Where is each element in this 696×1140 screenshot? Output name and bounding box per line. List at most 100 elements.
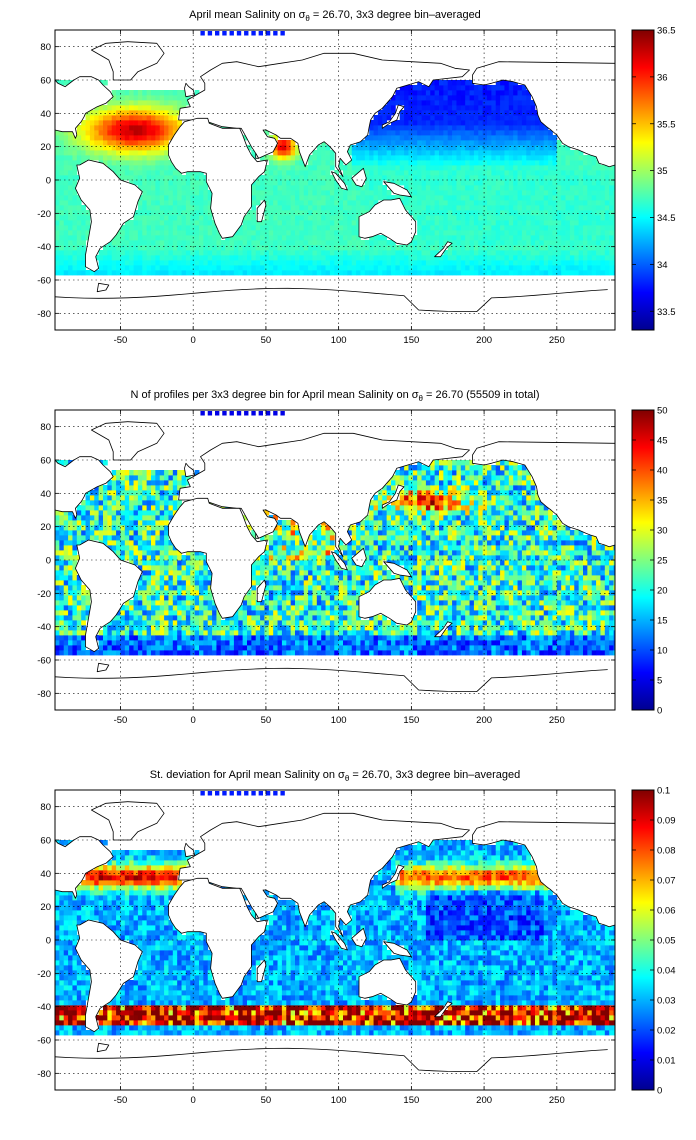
bin-cell (556, 200, 562, 206)
bin-cell (142, 115, 148, 121)
bin-cell (81, 235, 86, 241)
bin-cell (159, 95, 165, 101)
bin-cell (155, 155, 161, 161)
bin-cell (316, 250, 322, 256)
bin-cell (548, 260, 553, 266)
bin-cell (556, 170, 562, 176)
bin-cell (447, 155, 453, 161)
bin-cell (443, 180, 449, 186)
bin-cell (55, 235, 60, 241)
bin-cell (469, 180, 475, 186)
bin-cell (425, 175, 431, 181)
bin-cell (177, 265, 182, 271)
bin-cell (412, 125, 418, 131)
bin-cell (63, 595, 69, 601)
bin-cell (469, 105, 475, 111)
bin-cell (238, 610, 244, 616)
bin-cell (421, 85, 427, 91)
bin-cell (526, 250, 532, 256)
bin-cell (295, 235, 300, 241)
bin-cell (137, 520, 143, 526)
bin-cell (504, 140, 510, 146)
bin-cell (159, 255, 165, 261)
bin-cell (98, 150, 104, 156)
bin-cell (238, 250, 244, 256)
gridlines (55, 30, 615, 330)
bin-cell (425, 155, 431, 161)
bin-cell (417, 185, 422, 191)
bin-cell (159, 550, 165, 556)
bin-cell (68, 210, 73, 216)
bin-cell (55, 225, 60, 231)
bin-cell (447, 175, 453, 181)
y-tick-label: 40 (40, 109, 51, 120)
bin-cell (487, 255, 492, 261)
bin-cell (255, 245, 261, 251)
bin-cell (521, 145, 527, 151)
bin-cell (543, 165, 549, 171)
bin-cell (395, 90, 401, 96)
bin-cell (107, 135, 113, 141)
bin-cell (552, 190, 558, 196)
bin-cell (273, 585, 278, 591)
bin-cell (604, 210, 610, 216)
bin-cell (264, 165, 270, 171)
bin-cell (199, 180, 204, 186)
bin-cell (142, 570, 148, 576)
bin-cell (85, 130, 91, 136)
bin-cell (399, 125, 405, 131)
bin-cell (85, 615, 91, 621)
bin-cell (68, 195, 73, 201)
bin-cell (164, 240, 169, 246)
bin-cell (312, 210, 318, 216)
bin-cell (452, 145, 457, 151)
bin-cell (190, 180, 196, 186)
bin-cell (281, 605, 287, 611)
bin-cell (76, 220, 82, 226)
bin-cell (199, 550, 204, 556)
bin-cell (281, 520, 287, 526)
bin-cell (539, 220, 545, 226)
bin-cell (290, 635, 296, 641)
bin-cell (351, 270, 357, 276)
bin-cell (504, 255, 510, 261)
bin-cell (495, 105, 501, 111)
bin-cell (177, 250, 182, 256)
bin-cell (159, 160, 165, 166)
bin-cell (59, 540, 65, 546)
bin-cell (172, 490, 178, 496)
bin-cell (321, 145, 326, 151)
bin-cell (55, 650, 60, 656)
bin-cell (395, 145, 401, 151)
bin-cell (286, 520, 292, 526)
bin-cell (212, 630, 217, 636)
coast-new-zealand (434, 241, 453, 258)
bin-cell (465, 100, 470, 106)
bin-cell (159, 540, 165, 546)
bin-cell (596, 205, 601, 211)
bin-cell (539, 135, 545, 141)
bin-cell (207, 230, 213, 236)
bin-cell (578, 220, 584, 226)
bin-cell (548, 180, 553, 186)
bin-cell (539, 230, 545, 236)
bin-cell (181, 255, 187, 261)
bin-cell (120, 640, 126, 646)
bin-cell (281, 600, 287, 606)
bin-cell (530, 110, 536, 116)
bin-cell (583, 245, 588, 251)
bin-cell (465, 120, 470, 126)
bin-cell (421, 265, 427, 271)
bin-cell (491, 230, 497, 236)
bin-cell (321, 205, 326, 211)
bin-cell (596, 230, 601, 236)
bin-cell (473, 215, 479, 221)
bin-cell (565, 170, 571, 176)
bin-cell (172, 645, 178, 651)
bin-cell (382, 125, 388, 131)
bin-cell (116, 515, 121, 521)
bin-cell (578, 240, 584, 246)
bin-cell (116, 230, 121, 236)
bin-cell (255, 575, 261, 581)
bin-cell (203, 210, 209, 216)
